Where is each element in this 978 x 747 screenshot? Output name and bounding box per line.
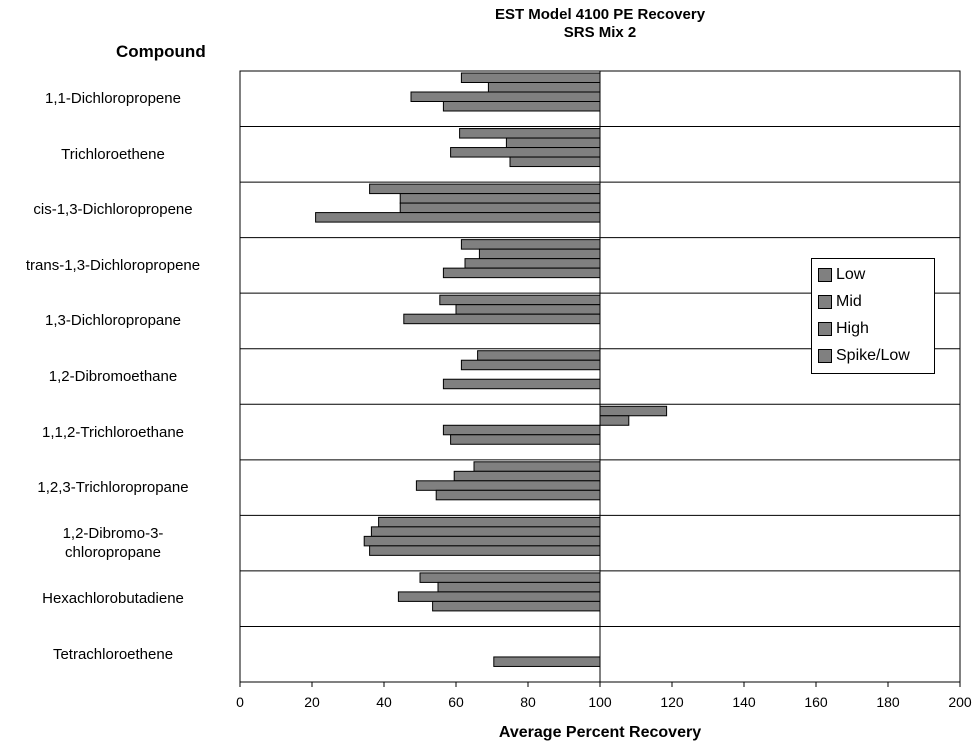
- x-axis-title: Average Percent Recovery: [498, 724, 702, 741]
- category-label: trans-1,3-Dichloropropene: [0, 256, 226, 275]
- bar-high: [363, 535, 601, 547]
- category-label: cis-1,3-Dichloropropene: [0, 200, 226, 219]
- category-label: 1,1,2-Trichloroethane: [0, 423, 226, 442]
- bar-spike-low: [369, 545, 601, 556]
- x-tick-label: 180: [876, 694, 900, 710]
- bar-spike-low: [315, 212, 601, 223]
- bar-spike-low: [493, 656, 601, 667]
- legend-swatch: [818, 349, 832, 363]
- category-label: Trichloroethene: [0, 145, 226, 164]
- category-label-line: trans-1,3-Dichloropropene: [25, 256, 201, 274]
- bar-high: [450, 147, 601, 158]
- x-tick-label: 140: [732, 694, 756, 710]
- bar-low: [369, 183, 601, 195]
- category-label-line: Tetrachloroethene: [52, 645, 174, 663]
- legend-label: High: [836, 320, 869, 337]
- category-label: Hexachlorobutadiene: [0, 589, 226, 608]
- category-label-line: 1,2,3-Trichloropropane: [37, 479, 189, 497]
- bar-high: [415, 480, 601, 491]
- category-label-line: Trichloroethene: [61, 145, 165, 163]
- category-label-line: cis-1,3-Dichloropropene: [33, 201, 193, 219]
- bar-high: [410, 91, 601, 102]
- bar-low: [419, 572, 601, 583]
- bar-low: [599, 405, 668, 417]
- category-label-line: 1,1-Dichloropropene: [45, 90, 181, 108]
- legend-item: High: [818, 318, 869, 340]
- chart-title: EST Model 4100 PE Recovery: [494, 6, 706, 23]
- bar-low: [459, 128, 601, 139]
- bar-spike-low: [442, 378, 601, 390]
- legend-item: Low: [818, 264, 865, 286]
- category-header: Compound: [116, 42, 206, 61]
- bar-mid: [399, 193, 601, 204]
- bar-spike-low: [442, 101, 601, 112]
- bar-mid: [370, 526, 601, 537]
- bar-low: [460, 72, 601, 83]
- category-label: 1,2,3-Trichloropropane: [0, 478, 226, 497]
- x-tick-label: 160: [804, 694, 828, 710]
- bar-spike-low: [435, 489, 601, 501]
- x-tick-label: 60: [448, 694, 464, 710]
- bar-high: [442, 424, 601, 436]
- legend-item: Mid: [818, 291, 862, 313]
- category-label-line: Hexachlorobutadiene: [42, 590, 184, 608]
- legend-item: Spike/Low: [818, 345, 910, 367]
- bar-low: [378, 516, 601, 528]
- bar-spike-low: [509, 156, 601, 168]
- legend-label: Spike/Low: [836, 347, 910, 364]
- bar-mid: [478, 248, 601, 260]
- bar-mid: [437, 581, 601, 593]
- bar-mid: [453, 470, 601, 482]
- legend-label: Mid: [836, 293, 862, 310]
- category-label-line: chloropropane: [65, 544, 161, 562]
- bar-mid: [505, 137, 601, 149]
- x-tick-label: 200: [948, 694, 972, 710]
- x-tick-label: 0: [236, 694, 244, 710]
- legend-label: Low: [836, 266, 866, 283]
- x-tick-label: 20: [304, 694, 320, 710]
- category-label-line: 1,1,2-Trichloroethane: [41, 423, 185, 441]
- category-label: 1,3-Dichloropropane: [0, 311, 226, 330]
- bar-low: [439, 294, 601, 306]
- bar-high: [397, 591, 601, 602]
- category-label-line: 1,2-Dibromo-3-: [62, 525, 164, 543]
- x-tick-label: 80: [520, 694, 536, 710]
- legend-swatch: [818, 268, 832, 282]
- bar-spike-low: [450, 434, 601, 445]
- legend: Low Mid High Spike/Low: [811, 258, 935, 374]
- category-label-line: 1,2-Dibromoethane: [48, 368, 178, 385]
- category-label: 1,2-Dibromo-3- chloropropane: [0, 524, 226, 562]
- category-label: 1,1-Dichloropropene: [0, 89, 226, 108]
- bar-spike-low: [442, 267, 601, 279]
- bar-high: [403, 313, 601, 325]
- bar-low: [473, 461, 601, 472]
- bar-spike-low: [432, 600, 601, 612]
- x-tick-label: 40: [376, 694, 392, 710]
- bar-low: [477, 350, 601, 361]
- bar-mid: [455, 304, 601, 315]
- bar-mid: [460, 359, 601, 371]
- chart-subtitle: SRS Mix 2: [563, 24, 637, 41]
- bar-low: [460, 239, 601, 250]
- legend-swatch: [818, 322, 832, 336]
- bar-mid: [487, 82, 601, 93]
- bar-high: [399, 202, 601, 214]
- bar-high: [464, 258, 601, 269]
- x-tick-label: 120: [660, 694, 684, 710]
- category-label-line: 1,3-Dichloropropane: [45, 312, 181, 330]
- bar-mid: [599, 415, 630, 426]
- x-tick-label: 100: [588, 694, 612, 710]
- category-label: 1,2-Dibromoethane: [0, 367, 226, 386]
- legend-swatch: [818, 295, 832, 309]
- category-label: Tetrachloroethene: [0, 645, 226, 664]
